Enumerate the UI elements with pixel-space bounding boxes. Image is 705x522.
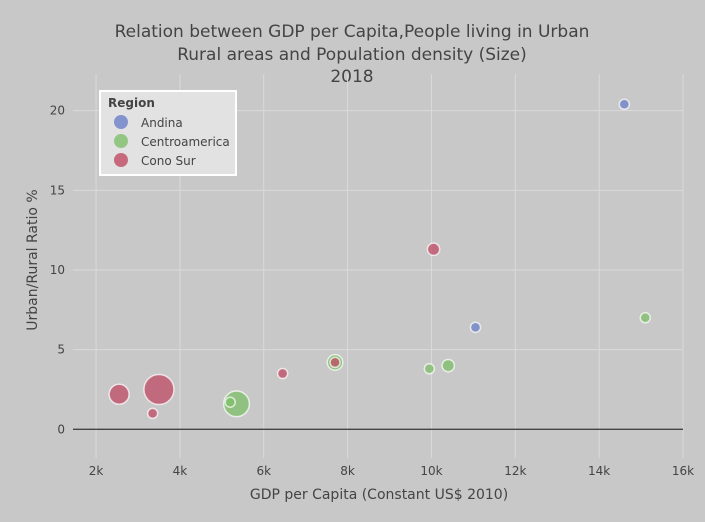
legend-entry-cono-sur[interactable]: Cono Sur (114, 153, 196, 168)
x-tick-label: 8k (340, 464, 355, 478)
point-centroamerica[interactable] (639, 312, 652, 324)
y-tick-label: 0 (57, 422, 65, 436)
x-tick-label: 4k (173, 464, 188, 478)
y-tick-label: 5 (57, 343, 65, 357)
chart-title-line-3: 2018 (330, 67, 373, 87)
grid-lines (73, 74, 684, 458)
legend-title: Region (108, 96, 155, 110)
legend-marker-andina (114, 115, 128, 129)
x-tick-labels: 2k 4k 6k 8k 10k 12k 14k 16k (89, 464, 694, 478)
point-cono-sur[interactable] (143, 373, 175, 406)
point-andina[interactable] (469, 321, 482, 334)
x-tick-label: 10k (420, 464, 442, 478)
y-axis-label: Urban/Rural Ratio % (25, 189, 41, 330)
y-tick-labels: 0 5 10 15 20 (50, 104, 65, 437)
chart-title-line-2: Rural areas and Population density (Size… (177, 45, 527, 65)
x-axis-label: GDP per Capita (Constant US$ 2010) (250, 487, 508, 503)
x-tick-label: 16k (672, 464, 694, 478)
point-cono-sur[interactable] (276, 367, 289, 380)
point-cono-sur[interactable] (426, 242, 441, 257)
point-cono-sur[interactable] (108, 383, 130, 406)
point-centroamerica[interactable] (441, 358, 456, 373)
y-tick-label: 15 (50, 183, 65, 197)
legend-entry-andina[interactable]: Andina (114, 115, 183, 130)
point-andina[interactable] (618, 98, 631, 111)
y-tick-label: 20 (50, 104, 65, 118)
data-points (108, 98, 652, 420)
legend-label-centroamerica: Centroamerica (141, 135, 230, 149)
point-centroamerica[interactable] (224, 396, 236, 408)
x-tick-label: 2k (89, 464, 104, 478)
chart-title-line-1: Relation between GDP per Capita,People l… (115, 22, 590, 42)
x-tick-label: 6k (256, 464, 271, 478)
point-cono-sur[interactable] (329, 356, 341, 369)
x-tick-label: 14k (588, 464, 610, 478)
legend-label-andina: Andina (141, 116, 183, 130)
point-centroamerica[interactable] (423, 363, 436, 375)
legend-marker-centroamerica (114, 134, 128, 148)
legend-marker-cono-sur (114, 153, 128, 167)
legend-label-cono-sur: Cono Sur (141, 154, 196, 168)
y-tick-label: 10 (50, 263, 65, 277)
chart-title: Relation between GDP per Capita,People l… (115, 22, 590, 87)
point-cono-sur[interactable] (146, 407, 159, 420)
legend-entry-centroamerica[interactable]: Centroamerica (114, 134, 230, 149)
legend: Region Andina Centroamerica Cono Sur (99, 90, 237, 176)
x-tick-label: 12k (504, 464, 526, 478)
